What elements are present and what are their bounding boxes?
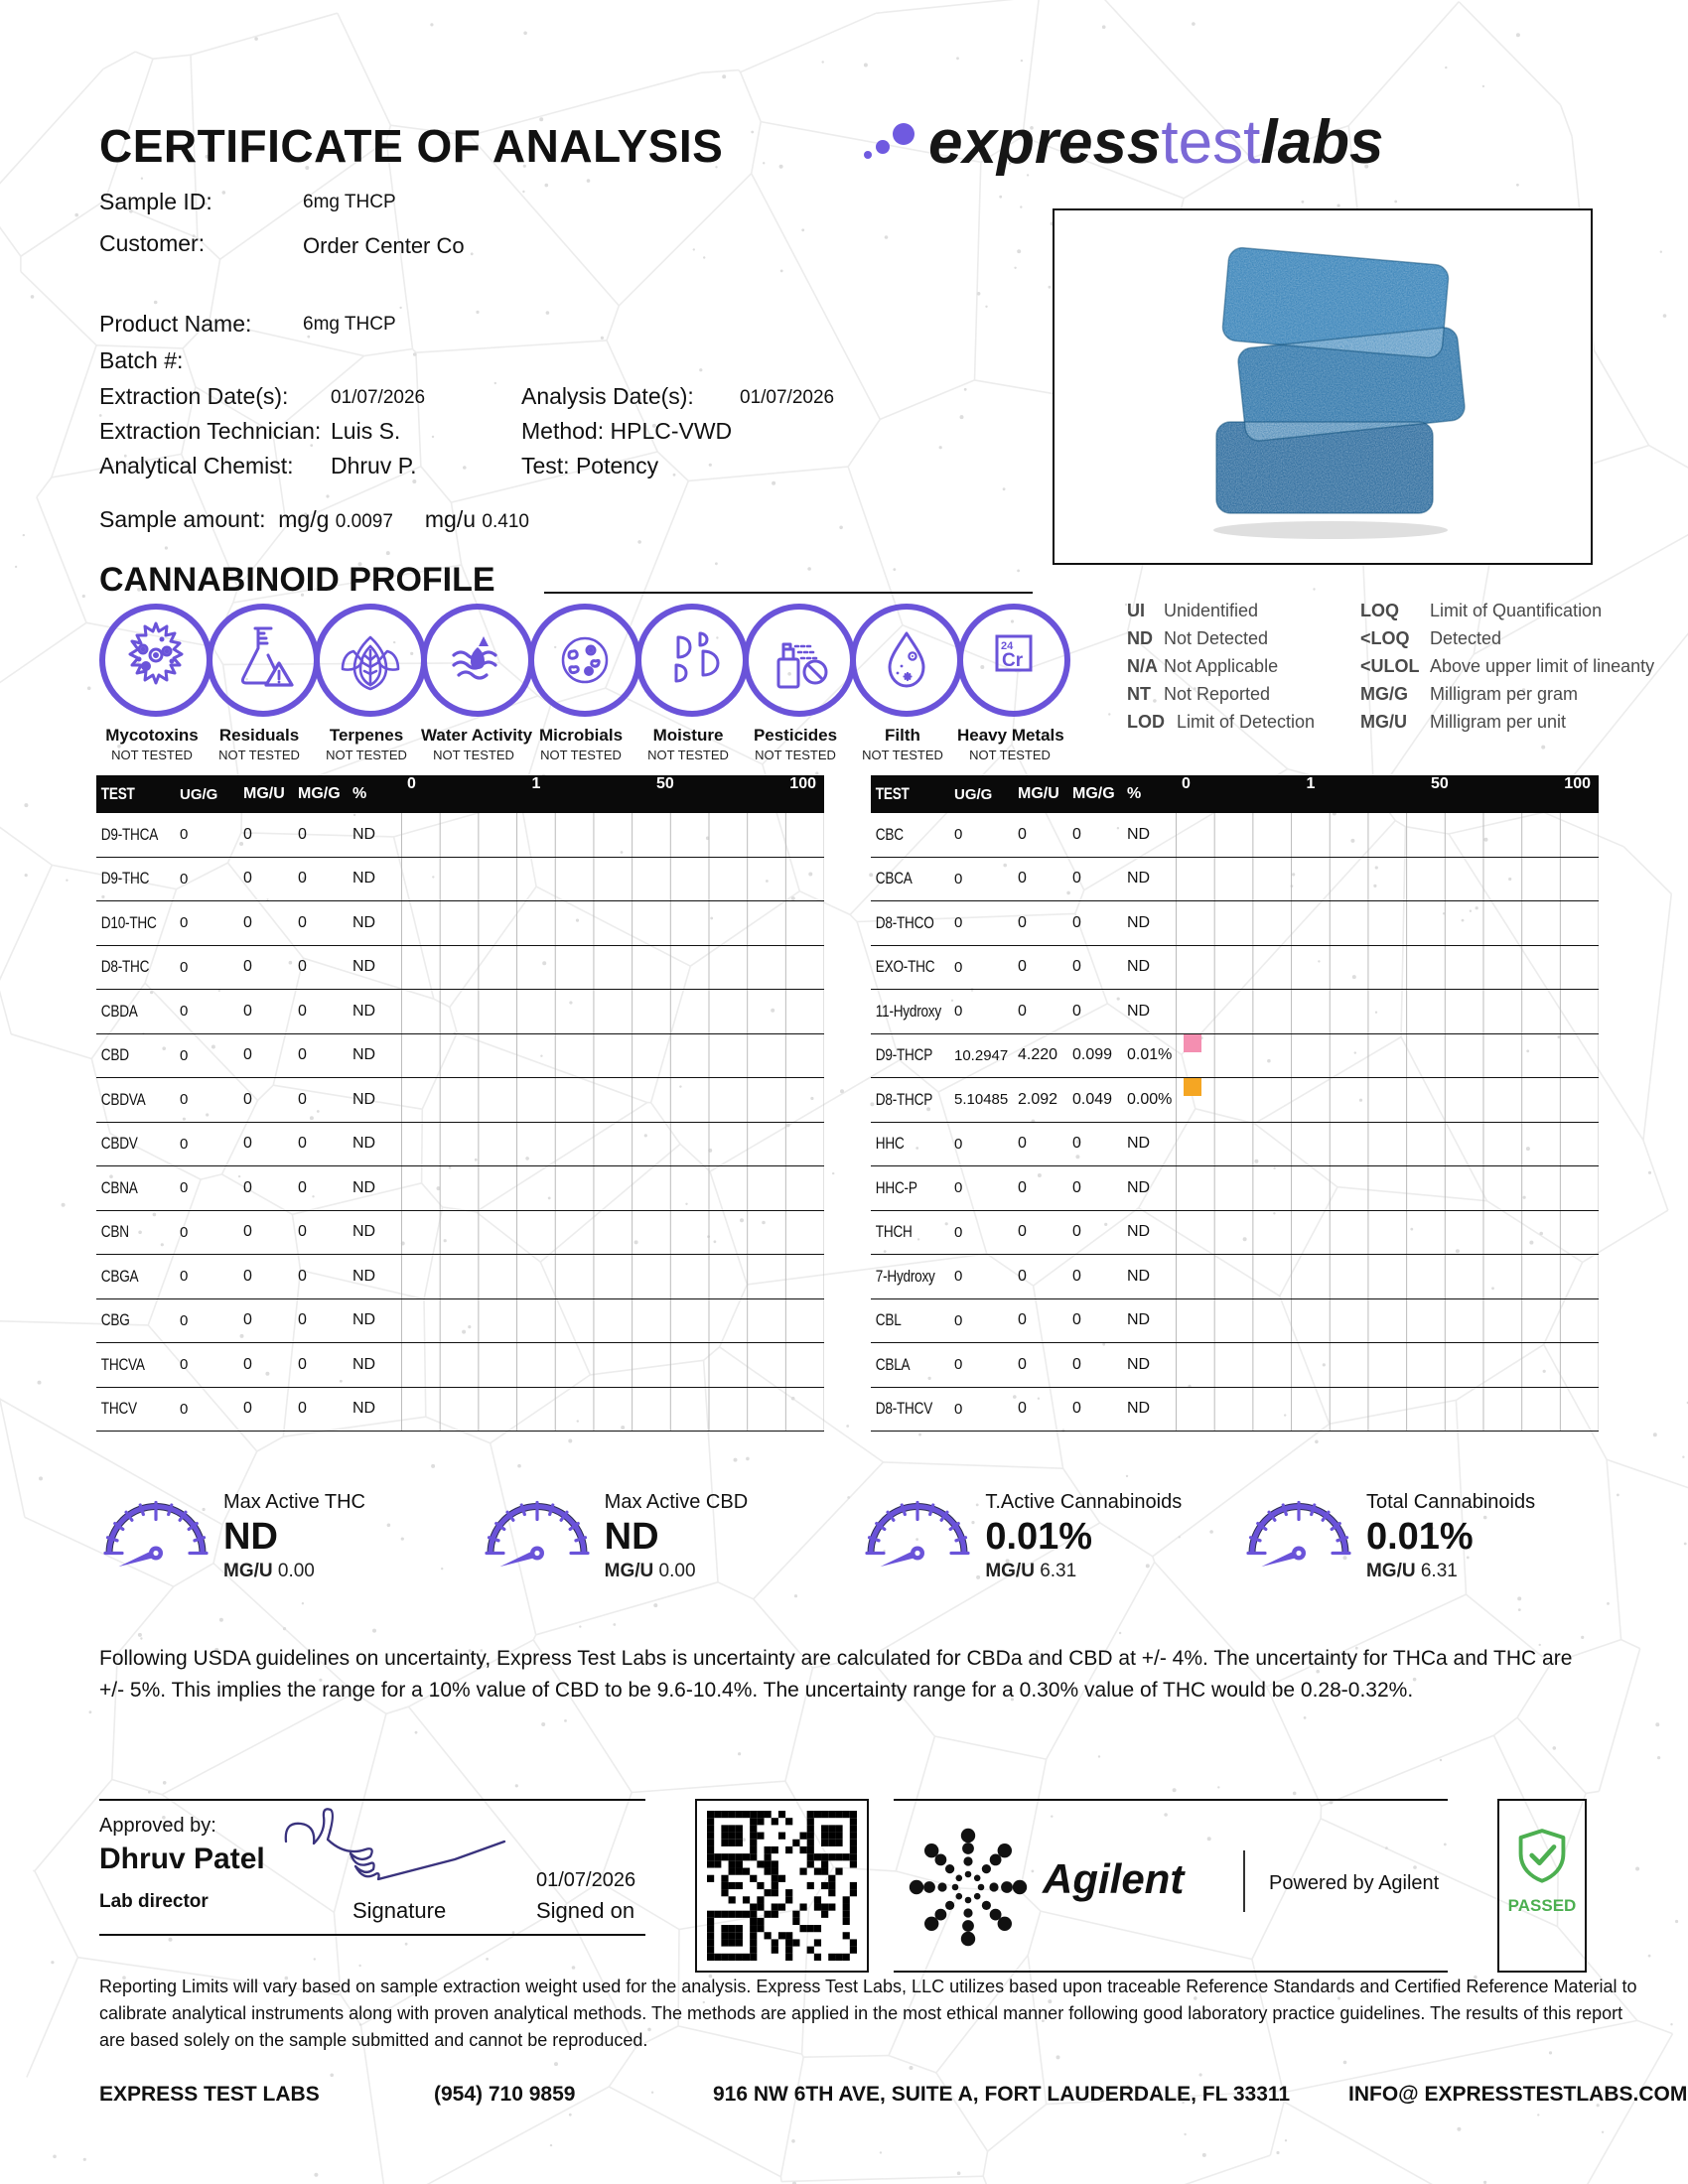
svg-text:Cr: Cr [1002,650,1024,671]
